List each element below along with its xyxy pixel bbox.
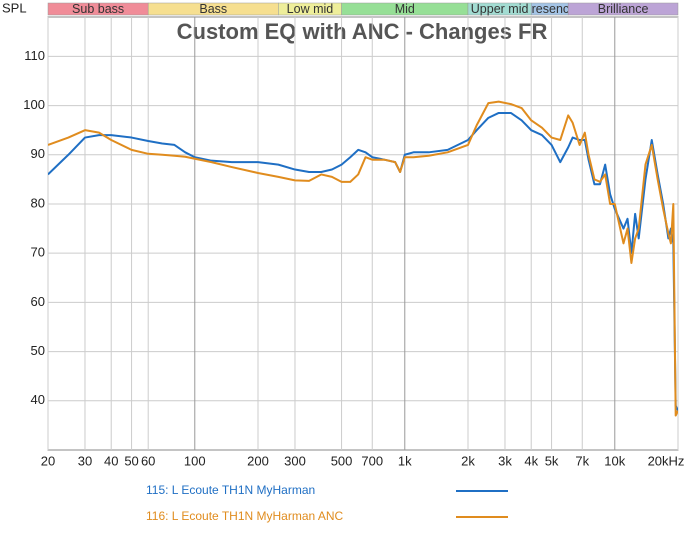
x-tick-label: 30 [78, 453, 92, 468]
x-tick-label: 40 [104, 453, 118, 468]
y-tick-label: 100 [23, 97, 45, 112]
x-tick-label: 10k [604, 453, 625, 468]
band-label: Sub bass [72, 2, 124, 16]
x-tick-label: 5k [545, 453, 559, 468]
band-label: Upper mid [471, 2, 529, 16]
y-tick-label: 80 [31, 195, 45, 210]
legend-label: 116: L Ecoute TH1N MyHarman ANC [146, 509, 344, 523]
x-tick-label: 2k [461, 453, 475, 468]
series-line [48, 111, 678, 412]
x-tick-label: 500 [331, 453, 353, 468]
x-tick-label: 1k [398, 453, 412, 468]
x-tick-label: 7k [575, 453, 589, 468]
x-tick-label: 20kHz [648, 453, 685, 468]
frequency-band [567, 2, 679, 16]
x-tick-label: 4k [524, 453, 538, 468]
x-tick-label: 60 [141, 453, 155, 468]
band-label: Mid [395, 2, 415, 16]
legend-label: 115: L Ecoute TH1N MyHarman [146, 483, 315, 497]
x-tick-label: 20 [41, 453, 55, 468]
x-tick-label: 100 [184, 453, 206, 468]
y-tick-label: 90 [31, 146, 45, 161]
plot-area [47, 16, 679, 451]
x-tick-label: 300 [284, 453, 306, 468]
y-tick-label: 110 [24, 48, 45, 63]
x-tick-label: 200 [247, 453, 269, 468]
y-axis-label: SPL [2, 0, 27, 15]
y-tick-label: 70 [31, 245, 45, 260]
band-label: Presence [523, 2, 576, 16]
y-tick-label: 60 [31, 294, 45, 309]
x-tick-label: 50 [124, 453, 138, 468]
x-tick-label: 700 [361, 453, 383, 468]
x-tick-label: 3k [498, 453, 512, 468]
series-line [48, 100, 678, 417]
band-label: Brilliance [598, 2, 649, 16]
y-tick-label: 50 [31, 343, 45, 358]
band-label: Bass [199, 2, 227, 16]
y-tick-label: 40 [31, 392, 45, 407]
band-label: Low mid [287, 2, 334, 16]
chart-title: Custom EQ with ANC - Changes FR [177, 19, 548, 44]
